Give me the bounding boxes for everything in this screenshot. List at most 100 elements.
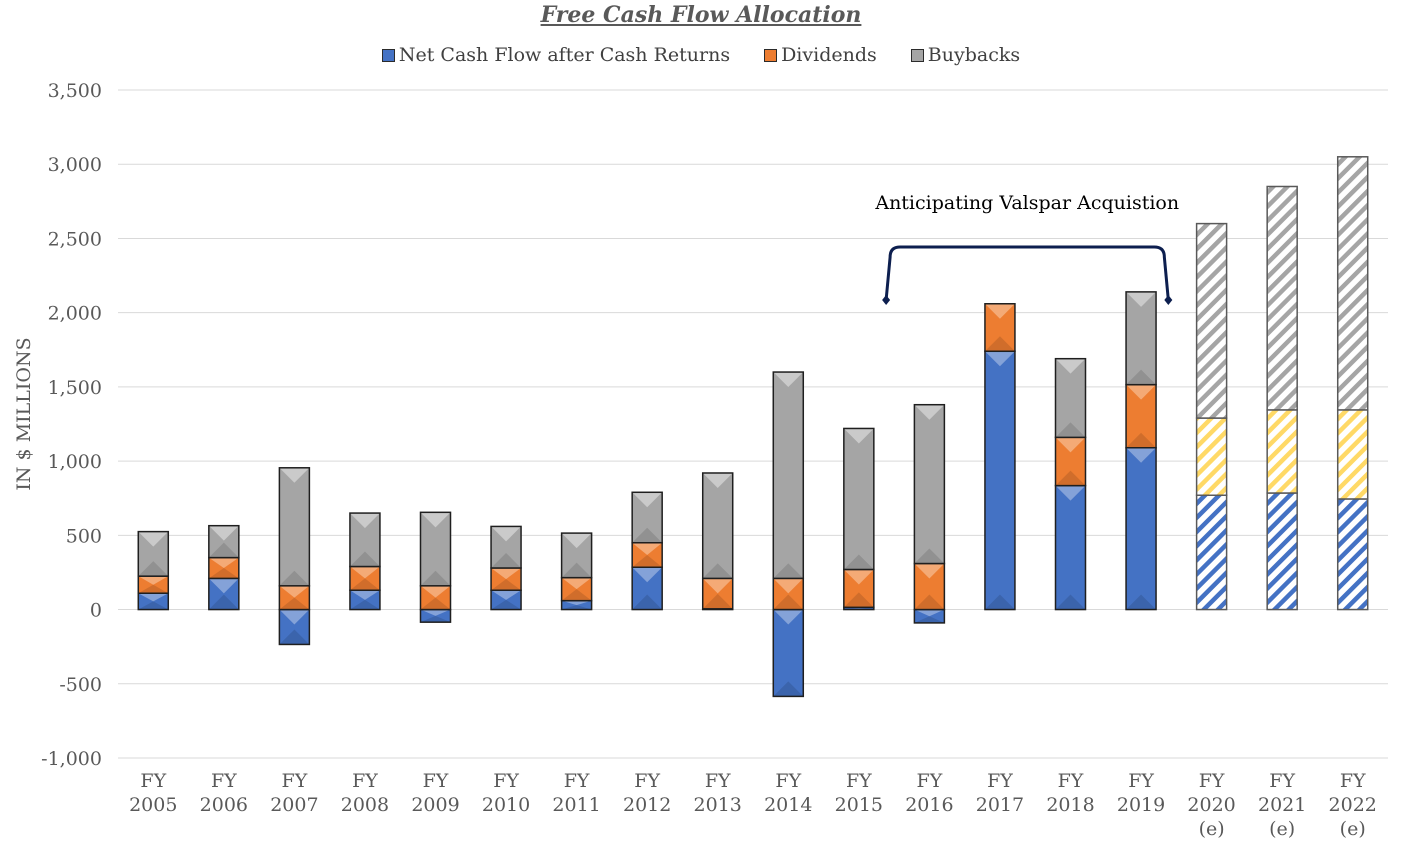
legend-label-buybacks: Buybacks	[927, 44, 1021, 66]
bar-net-cash-flow-bevel	[773, 609, 804, 625]
bar-dividends-bevel	[138, 576, 169, 585]
bar-net-cash-flow-shade	[420, 615, 451, 623]
x-tick-label: FY	[1199, 770, 1225, 792]
legend-item-net-cash-flow: Net Cash Flow after Cash Returns	[381, 44, 730, 66]
bar-buybacks	[208, 524, 240, 559]
bar-dividends-bevel	[702, 578, 733, 594]
bar-net-cash-flow	[137, 592, 170, 611]
bar-buybacks	[560, 532, 593, 579]
bar-buybacks-shade	[773, 563, 804, 579]
bar-dividends-fill	[1337, 409, 1368, 499]
bar-net-cash-flow-fill	[1055, 485, 1086, 610]
bar-buybacks-outline	[1266, 185, 1298, 411]
bar-dividends-shade	[279, 597, 310, 610]
x-tick-label: FY	[917, 770, 943, 792]
x-tick-label: 2019	[1117, 794, 1165, 816]
x-tick-label: FY	[634, 770, 660, 792]
bar-buybacks-bevel	[420, 512, 451, 528]
bar-buybacks-shade	[491, 552, 522, 568]
bar-dividends-shade	[491, 579, 522, 591]
bar-net-cash-flow-bevel	[561, 600, 592, 606]
annotation-marker	[1164, 295, 1173, 305]
x-tick-label: FY	[211, 770, 237, 792]
bar-buybacks-bevel	[1126, 291, 1157, 307]
bar-net-cash-flow	[1125, 447, 1157, 611]
bar-dividends-bevel	[914, 563, 945, 579]
bar-net-cash-flow-bevel	[632, 567, 663, 583]
bar-buybacks-outline	[208, 524, 240, 559]
bar-dividends-bevel	[561, 577, 592, 590]
legend-label-dividends: Dividends	[781, 44, 877, 66]
x-tick-label: 2015	[835, 794, 883, 816]
bar-dividends-bevel	[984, 303, 1015, 319]
x-tick-label: 2014	[764, 794, 812, 816]
bar-dividends	[349, 565, 381, 592]
bar-net-cash-flow-shade	[561, 605, 592, 610]
x-tick-label: FY	[423, 770, 449, 792]
bar-net-cash-flow-bevel	[1126, 447, 1157, 463]
bar-dividends	[137, 575, 170, 594]
bar-buybacks	[137, 530, 170, 577]
annotation-bracket	[884, 245, 1170, 301]
bar-buybacks-fill	[914, 404, 945, 564]
bar-dividends-shade	[208, 567, 239, 579]
x-tick-label: FY	[282, 770, 308, 792]
bar-net-cash-flow-bevel	[491, 590, 522, 600]
bar-net-cash-flow-bevel	[1055, 485, 1086, 501]
bar-dividends-bevel	[1126, 384, 1157, 400]
bar-buybacks	[1195, 222, 1228, 419]
bar-buybacks-fill	[702, 472, 733, 579]
bar-buybacks-outline	[631, 491, 663, 544]
bar-dividends	[208, 556, 240, 580]
bar-buybacks-shade	[349, 551, 380, 567]
bar-dividends-bevel	[420, 585, 451, 598]
bar-buybacks-fill	[279, 467, 310, 586]
bar-buybacks-outline	[1125, 291, 1157, 386]
x-tick-label: 2006	[200, 794, 248, 816]
x-tick-label: FY	[1128, 770, 1154, 792]
bar-buybacks-outline	[137, 530, 170, 577]
x-tick-label: 2012	[623, 794, 671, 816]
bar-buybacks-shade	[138, 561, 169, 577]
bar-buybacks	[631, 491, 663, 544]
bar-dividends-bevel	[279, 585, 310, 598]
bar-dividends-fill	[1196, 418, 1227, 496]
bar-dividends-bevel	[349, 566, 380, 579]
bar-net-cash-flow-bevel	[420, 609, 451, 616]
bar-buybacks-bevel	[702, 472, 733, 488]
x-tick-label: 2013	[694, 794, 742, 816]
bar-buybacks	[419, 511, 452, 587]
bar-dividends-bevel	[773, 578, 804, 594]
y-tick-label: 2,500	[48, 228, 102, 250]
bar-buybacks	[1266, 185, 1298, 411]
bar-net-cash-flow-shade	[208, 594, 239, 610]
bar-net-cash-flow-bevel	[914, 609, 945, 617]
bar-buybacks	[772, 371, 805, 580]
bar-dividends-shade	[1126, 432, 1157, 448]
bar-dividends-bevel	[208, 557, 239, 568]
x-tick-label: FY	[775, 770, 801, 792]
bar-dividends	[772, 577, 805, 611]
bar-dividends	[490, 567, 522, 592]
bar-buybacks-outline	[772, 371, 805, 580]
bar-dividends-shade	[773, 594, 804, 610]
bar-dividends-shade	[1055, 470, 1086, 486]
x-tick-label: 2007	[270, 794, 318, 816]
bar-dividends	[560, 576, 593, 602]
y-tick-label: 3,500	[48, 80, 102, 102]
bar-net-cash-flow-bevel	[984, 351, 1015, 367]
x-tick-label: FY	[987, 770, 1013, 792]
bar-buybacks-outline	[278, 467, 311, 587]
bar-dividends-bevel	[1055, 437, 1086, 453]
bar-buybacks-outline	[913, 403, 946, 565]
bar-buybacks-shade	[1126, 369, 1157, 385]
bar-net-cash-flow	[913, 608, 946, 624]
legend-item-dividends: Dividends	[764, 44, 877, 66]
bar-net-cash-flow-fill	[843, 607, 874, 610]
x-tick-label: FY	[352, 770, 378, 792]
bar-buybacks-bevel	[138, 531, 169, 547]
bar-dividends	[1054, 436, 1087, 487]
bar-buybacks-outline	[843, 427, 875, 571]
bar-dividends	[1266, 409, 1298, 494]
x-tick-label: 2018	[1046, 794, 1094, 816]
